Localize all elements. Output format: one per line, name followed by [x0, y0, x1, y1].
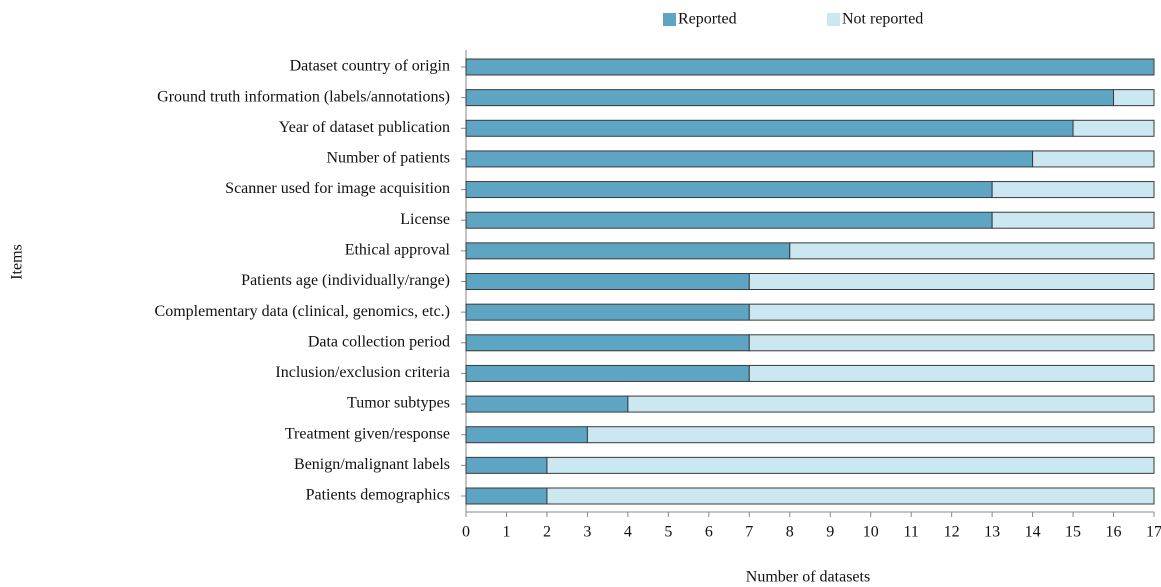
bar-segment: [465, 119, 1074, 137]
bar-segment: [465, 364, 750, 382]
x-tick-label: 3: [583, 524, 591, 541]
x-tick-label: 7: [745, 524, 753, 541]
bar-segment: [465, 89, 1115, 107]
bar-segment: [465, 334, 750, 352]
y-tick-label: Benign/malignant labels: [294, 456, 450, 473]
x-tick-label: 16: [1106, 524, 1122, 541]
x-tick-label: 10: [863, 524, 879, 541]
bar-segment: [991, 181, 1155, 199]
legend-swatch: [827, 13, 840, 26]
y-tick-label: Treatment given/response: [285, 425, 450, 442]
x-tick-label: 4: [624, 524, 632, 541]
legend-label: Reported: [678, 11, 737, 28]
bar-segment: [465, 150, 1034, 168]
bar-segment: [465, 242, 791, 260]
x-tick-label: 9: [826, 524, 834, 541]
y-tick-label: Number of patients: [326, 150, 450, 167]
x-tick-label: 8: [786, 524, 794, 541]
bar-segment: [465, 273, 750, 290]
y-tick-label: Tumor subtypes: [347, 395, 450, 412]
x-tick-label: 5: [664, 524, 672, 541]
bar-segment: [465, 303, 750, 321]
y-tick-label: Year of dataset publication: [279, 119, 450, 136]
x-tick-label: 15: [1065, 524, 1081, 541]
bar-segment: [465, 181, 993, 199]
bar-segment: [465, 395, 629, 413]
bar-segment: [465, 58, 1155, 76]
legend-label: Not reported: [842, 11, 923, 28]
x-tick-label: 14: [1025, 524, 1041, 541]
x-tick-label: 13: [984, 524, 1000, 541]
y-tick-label: Dataset country of origin: [290, 58, 450, 75]
bar-segment: [465, 456, 548, 474]
x-axis-title: Number of datasets: [746, 569, 870, 586]
bar-segment: [1032, 150, 1155, 168]
bar-segment: [748, 303, 1155, 321]
y-tick-label: License: [400, 211, 450, 228]
bar-segment: [586, 426, 1155, 444]
bar-segment: [465, 487, 548, 505]
bar-segment: [546, 487, 1155, 505]
bar-segment: [789, 242, 1155, 260]
x-tick-label: 1: [502, 524, 510, 541]
y-tick-label: Patients age (individually/range): [241, 272, 450, 289]
bar-segment: [465, 426, 588, 444]
bar-segment: [748, 273, 1155, 290]
bar-segment: [1113, 89, 1155, 107]
legend-swatch: [663, 13, 676, 26]
x-tick-label: 11: [903, 524, 918, 541]
y-axis-title: Items: [9, 244, 26, 280]
x-tick-label: 0: [462, 524, 470, 541]
y-tick-label: Scanner used for image acquisition: [225, 180, 450, 197]
y-tick-label: Data collection period: [308, 333, 450, 350]
x-tick-label: 17: [1146, 524, 1161, 541]
bar-segment: [748, 334, 1155, 352]
x-tick-label: 6: [705, 524, 713, 541]
bar-segment: [991, 211, 1155, 229]
x-tick-label: 2: [543, 524, 551, 541]
x-tick-label: 12: [944, 524, 960, 541]
bar-segment: [465, 211, 993, 229]
bar-segment: [748, 364, 1155, 382]
y-tick-label: Inclusion/exclusion criteria: [275, 364, 450, 381]
y-tick-label: Ethical approval: [345, 242, 451, 259]
bar-segment: [1072, 119, 1155, 137]
bar-segment: [627, 395, 1155, 413]
y-tick-label: Patients demographics: [306, 487, 450, 504]
bar-segment: [546, 456, 1155, 474]
y-tick-label: Ground truth information (labels/annotat…: [157, 88, 450, 105]
y-tick-label: Complementary data (clinical, genomics, …: [155, 303, 450, 320]
